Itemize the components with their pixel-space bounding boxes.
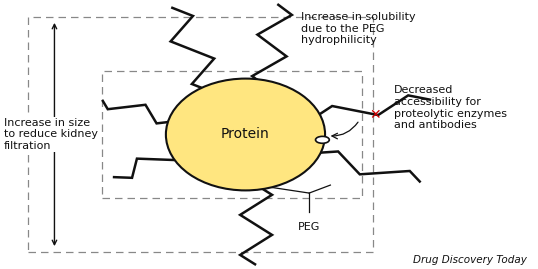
Text: PEG: PEG — [298, 222, 320, 232]
Ellipse shape — [185, 91, 307, 178]
Ellipse shape — [173, 83, 318, 186]
Ellipse shape — [191, 96, 300, 173]
Ellipse shape — [205, 106, 286, 163]
Ellipse shape — [198, 101, 293, 168]
Ellipse shape — [175, 85, 316, 184]
Ellipse shape — [210, 109, 281, 160]
Ellipse shape — [194, 98, 298, 171]
Ellipse shape — [166, 79, 325, 190]
Text: Drug Discovery Today: Drug Discovery Today — [413, 255, 527, 265]
Text: Increase in solubility
due to the PEG
hydrophilicity: Increase in solubility due to the PEG hy… — [301, 12, 416, 45]
Circle shape — [315, 136, 329, 143]
Text: Protein: Protein — [221, 128, 270, 141]
Ellipse shape — [182, 90, 309, 179]
Text: Decreased
accessibility for
proteolytic enzymes
and antibodies: Decreased accessibility for proteolytic … — [394, 86, 507, 130]
Ellipse shape — [180, 88, 312, 181]
Text: ✕: ✕ — [370, 108, 381, 122]
Ellipse shape — [196, 100, 295, 169]
Ellipse shape — [207, 108, 284, 161]
Ellipse shape — [171, 82, 321, 187]
Ellipse shape — [168, 80, 323, 189]
Ellipse shape — [201, 103, 291, 166]
Ellipse shape — [203, 104, 288, 165]
Ellipse shape — [187, 93, 305, 176]
Ellipse shape — [178, 87, 314, 182]
Ellipse shape — [189, 95, 302, 174]
Text: Increase in size
to reduce kidney
filtration: Increase in size to reduce kidney filtra… — [4, 118, 98, 151]
